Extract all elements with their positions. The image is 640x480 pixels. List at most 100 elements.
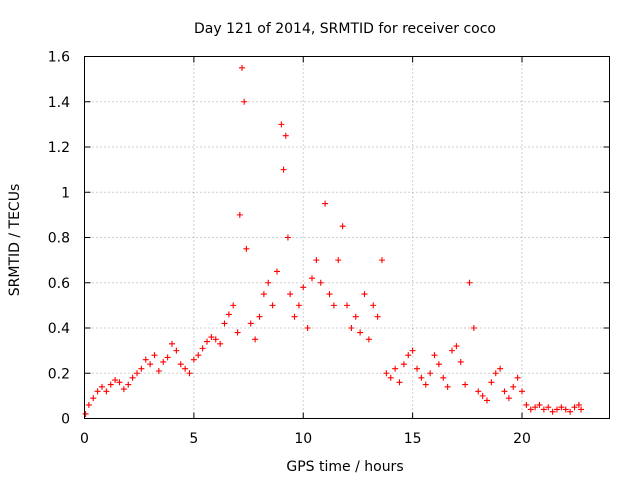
data-point — [335, 257, 342, 264]
data-point — [125, 381, 132, 388]
data-point — [142, 356, 149, 363]
y-tick-label: 1 — [61, 185, 70, 201]
data-point — [112, 377, 119, 384]
data-point — [208, 334, 215, 341]
data-point — [510, 383, 517, 390]
x-tick-label: 15 — [404, 431, 422, 447]
data-point — [107, 381, 114, 388]
data-point — [374, 313, 381, 320]
data-point — [103, 388, 110, 395]
data-point — [287, 291, 294, 298]
data-point — [269, 302, 276, 309]
data-point — [99, 383, 105, 390]
axis-ticks — [84, 56, 610, 419]
data-point — [400, 361, 407, 368]
data-point — [440, 374, 447, 381]
data-point — [247, 320, 254, 327]
data-point — [120, 386, 127, 393]
data-point — [295, 302, 302, 309]
data-point — [405, 352, 412, 359]
data-point — [536, 401, 543, 408]
data-point — [575, 401, 582, 408]
data-point — [479, 392, 486, 399]
data-point — [173, 347, 180, 354]
y-tick-label: 1.4 — [48, 95, 70, 111]
data-point — [230, 302, 237, 309]
y-tick-label: 0.4 — [48, 321, 70, 337]
data-point — [284, 234, 291, 241]
data-point — [427, 370, 434, 377]
data-point — [243, 245, 250, 252]
data-point — [523, 401, 530, 408]
data-point — [361, 291, 368, 298]
data-point — [449, 347, 455, 354]
data-point — [422, 381, 429, 388]
y-tick-label: 0.6 — [48, 276, 70, 292]
data-point — [396, 379, 403, 386]
data-point — [85, 401, 92, 408]
y-axis-label: SRMTID / TECUs — [7, 184, 23, 297]
data-point — [90, 395, 97, 402]
data-point — [225, 311, 232, 318]
data-point — [457, 358, 464, 365]
data-point — [567, 408, 574, 415]
data-point — [239, 64, 245, 71]
grid — [84, 56, 610, 419]
data-point — [414, 365, 420, 372]
data-point — [241, 98, 248, 105]
data-point — [418, 374, 425, 381]
data-point — [199, 345, 206, 352]
data-point — [160, 358, 167, 365]
data-point — [129, 374, 136, 381]
data-point — [453, 343, 460, 350]
data-point — [274, 268, 280, 275]
x-tick-label: 10 — [294, 431, 312, 447]
data-point — [278, 121, 285, 128]
data-point — [282, 132, 289, 139]
data-point — [497, 365, 504, 372]
data-point — [147, 361, 154, 368]
data-point — [280, 166, 287, 173]
data-point — [370, 302, 377, 309]
data-point — [492, 370, 499, 377]
data-point — [82, 410, 89, 417]
data-point — [365, 336, 372, 343]
data-point — [505, 395, 512, 402]
data-point — [300, 284, 307, 291]
data-point — [260, 291, 267, 298]
data-point — [212, 336, 219, 343]
data-point — [562, 406, 569, 413]
data-point — [94, 388, 101, 395]
data-point — [540, 406, 547, 413]
data-point — [190, 356, 197, 363]
data-point — [155, 367, 162, 374]
data-point — [182, 365, 189, 372]
data-point — [519, 388, 525, 395]
data-point — [221, 320, 228, 327]
data-point — [514, 374, 521, 381]
data-point — [578, 406, 585, 413]
data-point — [392, 365, 399, 372]
data-point — [348, 325, 355, 331]
data-point — [134, 370, 140, 377]
data-point — [151, 352, 158, 359]
data-point — [326, 291, 333, 298]
data-point — [431, 352, 438, 359]
data-point — [195, 352, 202, 359]
data-point — [234, 329, 241, 336]
data-point — [313, 257, 320, 264]
data-point — [217, 340, 224, 347]
y-tick-label: 1.2 — [48, 140, 70, 156]
data-point — [138, 365, 145, 372]
data-point — [435, 361, 442, 368]
data-point — [265, 279, 272, 286]
data-point — [527, 406, 534, 413]
y-tick-label: 0 — [61, 412, 70, 428]
data-point — [317, 279, 324, 286]
x-tick-labels: 0 5 10 15 20 — [80, 431, 531, 447]
data-point — [291, 313, 298, 320]
x-tick-label: 20 — [513, 431, 531, 447]
y-tick-label: 0.8 — [48, 231, 70, 247]
data-point — [204, 338, 210, 345]
